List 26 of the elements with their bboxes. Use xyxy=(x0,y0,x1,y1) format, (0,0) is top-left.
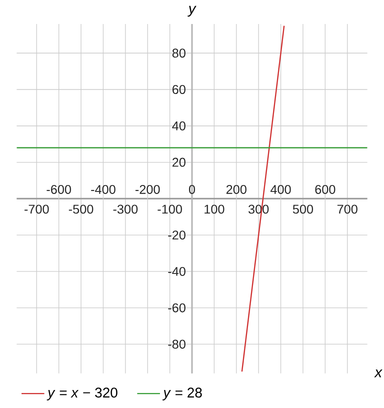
x2-tick-label: 0 xyxy=(188,184,196,194)
x-tick-label: -100 xyxy=(158,204,182,214)
y-tick-label: -60 xyxy=(168,303,186,312)
legend-label: y = x − 320 xyxy=(46,388,118,400)
x2-tick-label: -200 xyxy=(136,184,160,194)
x2-tick-label: 200 xyxy=(226,184,246,194)
x2-tick-label: -600 xyxy=(46,184,72,194)
y-tick-label: -40 xyxy=(168,266,186,276)
x-tick-label: -300 xyxy=(113,204,138,214)
x-tick-label: 100 xyxy=(204,204,224,214)
x2-tick-label: 600 xyxy=(315,184,336,194)
y-tick-label: -80 xyxy=(168,340,186,349)
x-tick-label: 700 xyxy=(337,204,358,214)
x2-tick-label: -400 xyxy=(91,184,116,194)
x-tick-label: 500 xyxy=(292,204,314,214)
legend-label: y = 28 xyxy=(162,388,202,400)
x2-tick-label: 400 xyxy=(270,184,291,194)
y-tick-label: 40 xyxy=(172,121,186,130)
y-tick-label: 80 xyxy=(172,48,186,58)
x-tick-label: -700 xyxy=(24,204,49,214)
x-axis-title: x xyxy=(374,369,382,378)
y-axis-title: y xyxy=(188,6,196,17)
y-tick-label: 60 xyxy=(172,85,186,94)
y-tick-label: -20 xyxy=(168,230,186,240)
x-tick-label: -500 xyxy=(68,204,94,214)
y-tick-label: 20 xyxy=(172,158,186,167)
